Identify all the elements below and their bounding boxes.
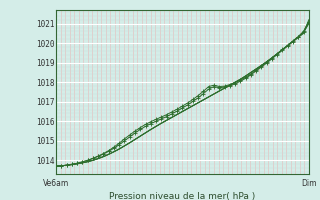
- X-axis label: Pression niveau de la mer( hPa ): Pression niveau de la mer( hPa ): [109, 192, 256, 200]
